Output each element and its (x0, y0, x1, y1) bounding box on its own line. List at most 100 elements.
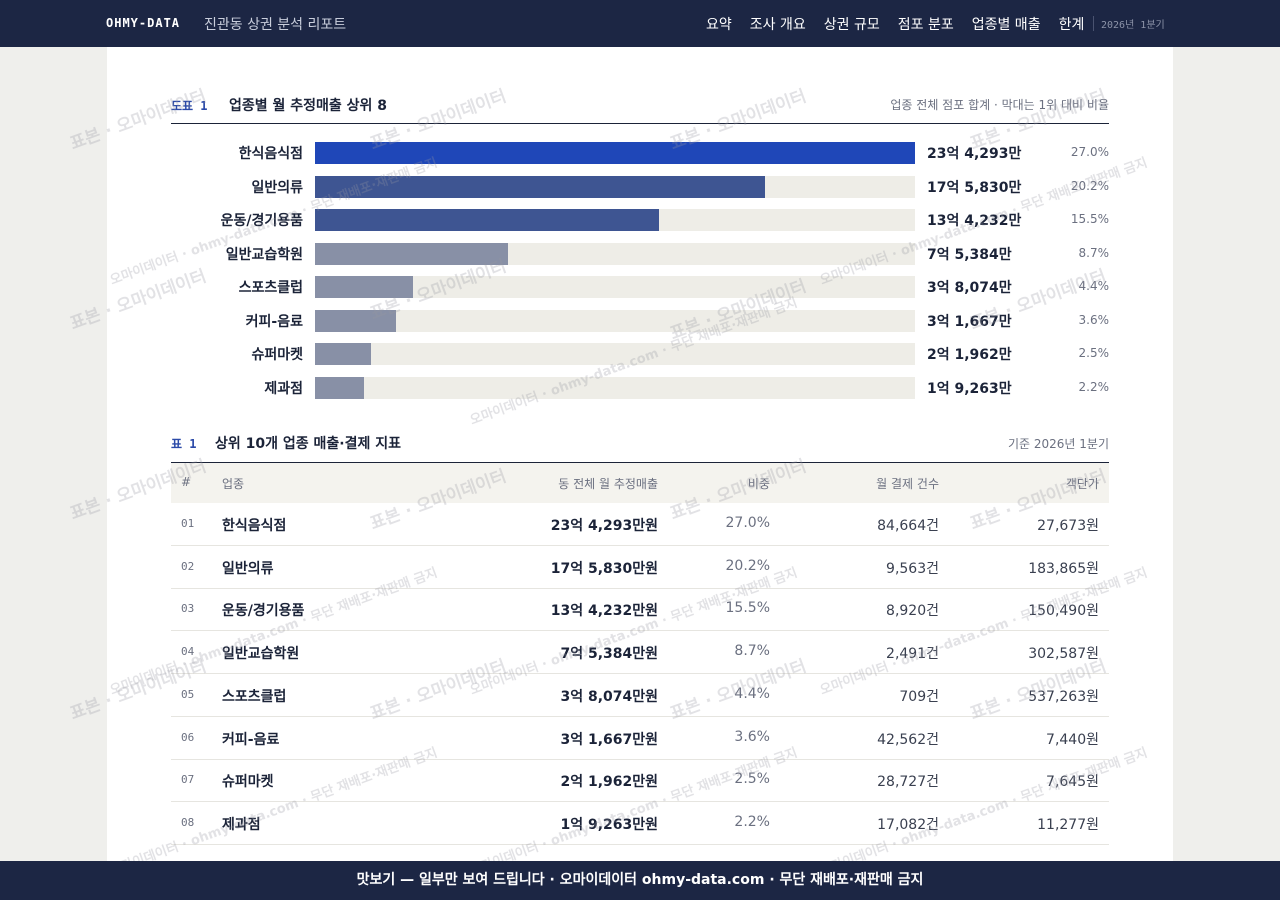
table-note: 기준 2026년 1분기 (1007, 437, 1109, 451)
table-cell: 84,664건 (877, 518, 939, 534)
table-cell: 7,440원 (1046, 731, 1099, 748)
table-cell: 05 (181, 687, 195, 701)
bar (315, 343, 372, 365)
share-label: 27.0% (1070, 145, 1109, 159)
table-cell: 9,563건 (886, 560, 939, 577)
share-label: 8.7% (1078, 245, 1110, 260)
figure-note: 업종 전체 점포 합계 · 막대는 1위 대비 비율 (890, 98, 1109, 112)
table-cell: 150,490원 (1028, 603, 1099, 620)
row-divider (171, 587, 1109, 589)
table-title: 상위 10개 업종 매출·결제 지표 (215, 436, 401, 452)
table-cell: 7,645원 (1046, 774, 1099, 791)
brand[interactable]: OHMY-DATA (106, 16, 181, 30)
table-cell: 1억 9,263만원 (560, 816, 658, 833)
nav-link[interactable]: 조사 개요 (749, 17, 806, 33)
value-label: 13억 4,232만 (927, 213, 1022, 229)
table-cell: 3.6% (734, 728, 770, 745)
bar (315, 242, 509, 265)
row-divider (171, 545, 1109, 546)
category-label: 스포츠클럽 (238, 280, 303, 296)
table-cell: 03 (181, 602, 195, 616)
table-cell: 27,673원 (1037, 518, 1099, 534)
bar-track (315, 376, 915, 399)
table-cell: 20.2% (725, 557, 770, 574)
bar (315, 309, 397, 332)
table-cell: 27.0% (725, 515, 770, 531)
table-cell: 8.7% (734, 643, 770, 660)
rule (171, 462, 1109, 463)
table-cell: 2.2% (734, 813, 770, 830)
period: 2026년 1분기 (1093, 16, 1165, 31)
column-header: 업종 (222, 477, 245, 491)
bar-track (315, 276, 915, 298)
report-title: 진관동 상권 분석 리포트 (204, 17, 347, 33)
bar-track (315, 343, 915, 365)
table-cell: 8,920건 (886, 603, 939, 620)
value-label: 1억 9,263만 (927, 380, 1012, 397)
table-cell: 23억 4,293만원 (550, 518, 658, 534)
row-category: 운동/경기용품 (222, 603, 305, 620)
row-category: 커피-음료 (222, 731, 280, 748)
column-header: # (181, 475, 192, 489)
table-cell: 15.5% (725, 600, 770, 617)
figure-label: 도표 1 (171, 99, 208, 113)
value-label: 2억 1,962만 (927, 347, 1012, 363)
value-label: 7억 5,384만 (927, 246, 1012, 263)
rule (171, 123, 1109, 124)
table-cell: 2,491건 (886, 646, 939, 663)
category-label: 일반의류 (251, 179, 303, 196)
table-label: 표 1 (171, 437, 197, 451)
nav-link[interactable]: 점포 분포 (897, 17, 954, 33)
row-divider (171, 801, 1109, 803)
table-cell: 2.5% (734, 771, 770, 788)
nav-links: 요약 조사 개요 상권 규모 점포 분포 업종별 매출 한계 (706, 14, 1084, 34)
category-label: 한식음식점 (238, 146, 303, 162)
category-label: 커피-음료 (245, 313, 303, 330)
share-label: 20.2% (1070, 178, 1109, 193)
row-category: 제과점 (222, 816, 261, 833)
table-cell: 537,263원 (1028, 688, 1099, 705)
table-cell: 709건 (899, 688, 939, 705)
footer: 맛보기 — 일부만 보여 드립니다 · 오마이데이터 ohmy-data.com… (0, 861, 1280, 900)
row-divider (171, 758, 1109, 760)
row-category: 한식음식점 (222, 518, 287, 534)
category-label: 운동/경기용품 (220, 213, 303, 229)
bar-track (315, 309, 915, 332)
nav-link[interactable]: 한계 (1058, 17, 1085, 33)
row-category: 스포츠클럽 (222, 688, 287, 705)
table-cell: 183,865원 (1028, 560, 1099, 577)
value-label: 17억 5,830만 (927, 179, 1022, 196)
table-cell: 3억 1,667만원 (560, 731, 658, 748)
nav-link[interactable]: 상권 규모 (823, 17, 880, 33)
share-label: 4.4% (1078, 279, 1110, 293)
row-divider (171, 630, 1109, 632)
value-label: 3억 8,074만 (927, 280, 1012, 296)
table-cell: 13억 4,232만원 (550, 603, 658, 620)
table-cell: 06 (181, 730, 195, 744)
row-category: 일반의류 (222, 560, 274, 577)
table-cell: 28,727건 (877, 774, 939, 791)
table-cell: 07 (181, 773, 195, 787)
nav-link[interactable]: 요약 (706, 17, 732, 33)
share-label: 3.6% (1078, 312, 1110, 327)
table-cell: 01 (181, 517, 195, 530)
table-cell: 02 (181, 559, 195, 573)
column-header: 객단가 (1065, 477, 1099, 491)
row-divider (171, 715, 1109, 717)
table-cell: 42,562건 (877, 731, 939, 748)
category-label: 일반교습학원 (225, 246, 303, 263)
table-cell: 302,587원 (1028, 646, 1099, 663)
bar (315, 276, 413, 298)
row-divider (171, 673, 1109, 675)
table-cell: 17,082건 (877, 816, 939, 833)
table-cell: 3억 8,074만원 (560, 688, 658, 705)
bar (315, 142, 915, 164)
bar (315, 376, 365, 399)
share-label: 15.5% (1070, 212, 1109, 226)
nav-link[interactable]: 업종별 매출 (971, 17, 1041, 33)
share-label: 2.5% (1078, 346, 1110, 360)
table-cell: 4.4% (734, 685, 770, 702)
table-cell: 04 (181, 645, 195, 659)
